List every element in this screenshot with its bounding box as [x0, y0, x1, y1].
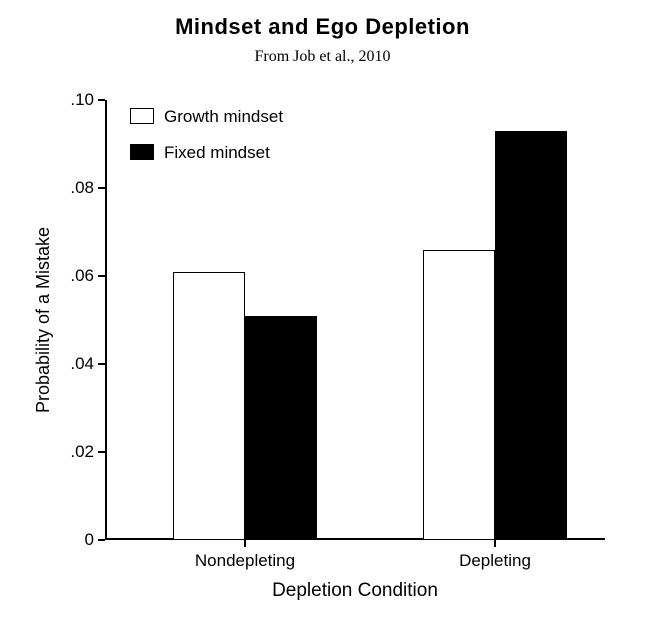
x-category-label: Depleting — [405, 551, 585, 571]
y-tick — [98, 539, 105, 541]
legend-swatch — [130, 144, 154, 160]
x-category-label: Nondepleting — [155, 551, 335, 571]
y-axis-label: Probability of a Mistake — [33, 100, 54, 540]
bar — [173, 272, 245, 540]
chart-title: Mindset and Ego Depletion — [0, 14, 645, 40]
figure: Mindset and Ego Depletion From Job et al… — [0, 0, 645, 632]
y-tick — [98, 451, 105, 453]
y-tick — [98, 363, 105, 365]
bar — [245, 316, 317, 540]
chart-subtitle: From Job et al., 2010 — [0, 48, 645, 66]
legend-label: Fixed mindset — [164, 143, 270, 163]
bar — [495, 131, 567, 540]
y-tick — [98, 187, 105, 189]
x-axis-label: Depletion Condition — [105, 580, 605, 602]
y-tick — [98, 275, 105, 277]
y-tick — [98, 99, 105, 101]
legend-label: Growth mindset — [164, 107, 283, 127]
y-axis — [105, 100, 107, 540]
x-tick — [494, 540, 496, 547]
bar — [423, 250, 495, 540]
x-tick — [244, 540, 246, 547]
plot-area: 0.02.04.06.08.10Probability of a Mistake… — [105, 100, 605, 540]
legend-swatch — [130, 108, 154, 124]
